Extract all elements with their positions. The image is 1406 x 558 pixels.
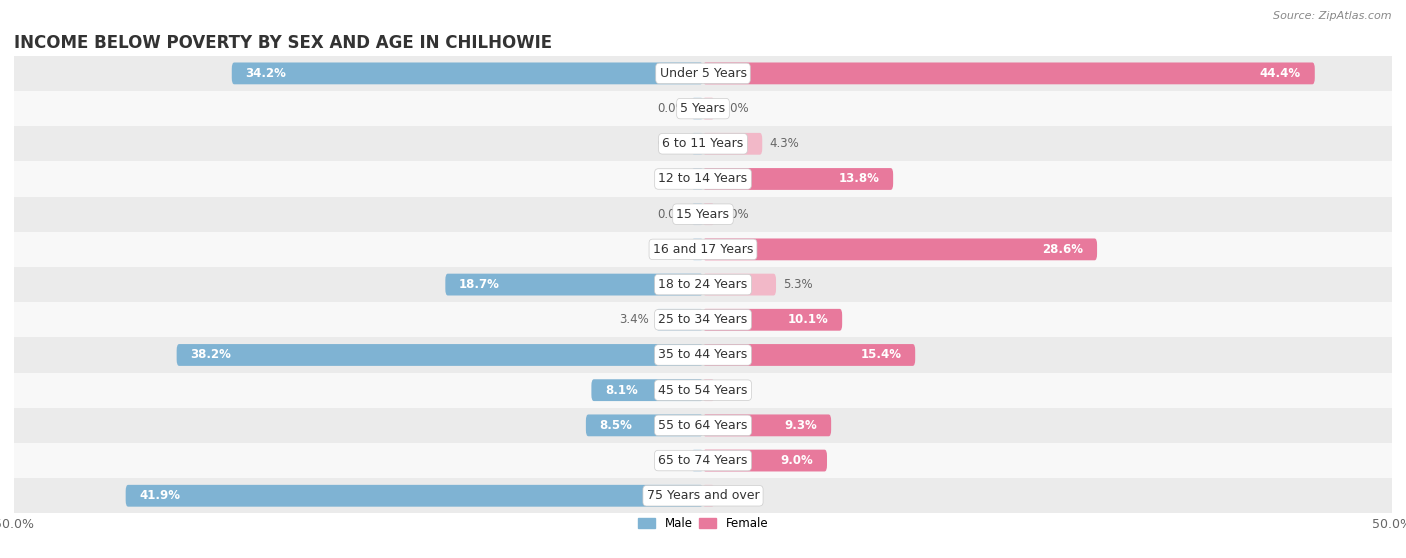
Bar [14, 338, 1392, 373]
FancyBboxPatch shape [703, 379, 714, 401]
Text: 6 to 11 Years: 6 to 11 Years [662, 137, 744, 150]
Text: 38.2%: 38.2% [190, 349, 232, 362]
Text: 5 Years: 5 Years [681, 102, 725, 115]
Text: 0.0%: 0.0% [720, 208, 749, 220]
Bar [14, 56, 1392, 91]
Text: 16 and 17 Years: 16 and 17 Years [652, 243, 754, 256]
FancyBboxPatch shape [692, 450, 703, 472]
Bar [14, 267, 1392, 302]
Bar [14, 478, 1392, 513]
Text: 0.0%: 0.0% [657, 137, 686, 150]
FancyBboxPatch shape [586, 415, 703, 436]
Text: 0.0%: 0.0% [657, 454, 686, 467]
Text: 15 Years: 15 Years [676, 208, 730, 220]
Text: 25 to 34 Years: 25 to 34 Years [658, 313, 748, 326]
Text: 12 to 14 Years: 12 to 14 Years [658, 172, 748, 185]
Bar [14, 408, 1392, 443]
FancyBboxPatch shape [177, 344, 703, 366]
Text: 65 to 74 Years: 65 to 74 Years [658, 454, 748, 467]
Bar [14, 161, 1392, 196]
Text: 8.5%: 8.5% [599, 419, 633, 432]
Text: 34.2%: 34.2% [246, 67, 287, 80]
FancyBboxPatch shape [692, 98, 703, 119]
Text: 44.4%: 44.4% [1260, 67, 1301, 80]
FancyBboxPatch shape [703, 98, 714, 119]
Text: 45 to 54 Years: 45 to 54 Years [658, 384, 748, 397]
Text: 13.8%: 13.8% [838, 172, 879, 185]
Text: 0.0%: 0.0% [657, 208, 686, 220]
Text: 75 Years and over: 75 Years and over [647, 489, 759, 502]
FancyBboxPatch shape [703, 203, 714, 225]
Bar [14, 232, 1392, 267]
Bar [14, 373, 1392, 408]
FancyBboxPatch shape [703, 133, 762, 155]
Bar [14, 443, 1392, 478]
Text: 0.0%: 0.0% [657, 172, 686, 185]
Bar [14, 91, 1392, 126]
FancyBboxPatch shape [657, 309, 703, 331]
Text: 3.4%: 3.4% [620, 313, 650, 326]
Text: 5.3%: 5.3% [783, 278, 813, 291]
Text: 0.0%: 0.0% [720, 489, 749, 502]
Text: 28.6%: 28.6% [1042, 243, 1083, 256]
FancyBboxPatch shape [692, 203, 703, 225]
FancyBboxPatch shape [446, 273, 703, 296]
FancyBboxPatch shape [703, 450, 827, 472]
FancyBboxPatch shape [692, 238, 703, 260]
Text: 0.0%: 0.0% [657, 102, 686, 115]
FancyBboxPatch shape [703, 273, 776, 296]
FancyBboxPatch shape [703, 168, 893, 190]
FancyBboxPatch shape [703, 309, 842, 331]
FancyBboxPatch shape [703, 238, 1097, 260]
Text: 9.0%: 9.0% [780, 454, 813, 467]
Text: 41.9%: 41.9% [139, 489, 180, 502]
Text: INCOME BELOW POVERTY BY SEX AND AGE IN CHILHOWIE: INCOME BELOW POVERTY BY SEX AND AGE IN C… [14, 34, 553, 52]
FancyBboxPatch shape [592, 379, 703, 401]
Text: 4.3%: 4.3% [769, 137, 799, 150]
Text: 35 to 44 Years: 35 to 44 Years [658, 349, 748, 362]
Text: 0.0%: 0.0% [720, 384, 749, 397]
Bar [14, 302, 1392, 338]
Text: 9.3%: 9.3% [785, 419, 817, 432]
Text: 55 to 64 Years: 55 to 64 Years [658, 419, 748, 432]
FancyBboxPatch shape [703, 415, 831, 436]
FancyBboxPatch shape [125, 485, 703, 507]
FancyBboxPatch shape [703, 344, 915, 366]
Text: Source: ZipAtlas.com: Source: ZipAtlas.com [1274, 11, 1392, 21]
Legend: Male, Female: Male, Female [633, 512, 773, 535]
Text: 18 to 24 Years: 18 to 24 Years [658, 278, 748, 291]
FancyBboxPatch shape [232, 62, 703, 84]
Text: 8.1%: 8.1% [605, 384, 638, 397]
Text: Under 5 Years: Under 5 Years [659, 67, 747, 80]
Text: 0.0%: 0.0% [720, 102, 749, 115]
Bar [14, 196, 1392, 232]
FancyBboxPatch shape [692, 133, 703, 155]
Bar [14, 126, 1392, 161]
Text: 15.4%: 15.4% [860, 349, 901, 362]
Text: 0.0%: 0.0% [657, 243, 686, 256]
FancyBboxPatch shape [703, 485, 714, 507]
FancyBboxPatch shape [703, 62, 1315, 84]
Text: 18.7%: 18.7% [460, 278, 501, 291]
Text: 10.1%: 10.1% [787, 313, 828, 326]
FancyBboxPatch shape [692, 168, 703, 190]
